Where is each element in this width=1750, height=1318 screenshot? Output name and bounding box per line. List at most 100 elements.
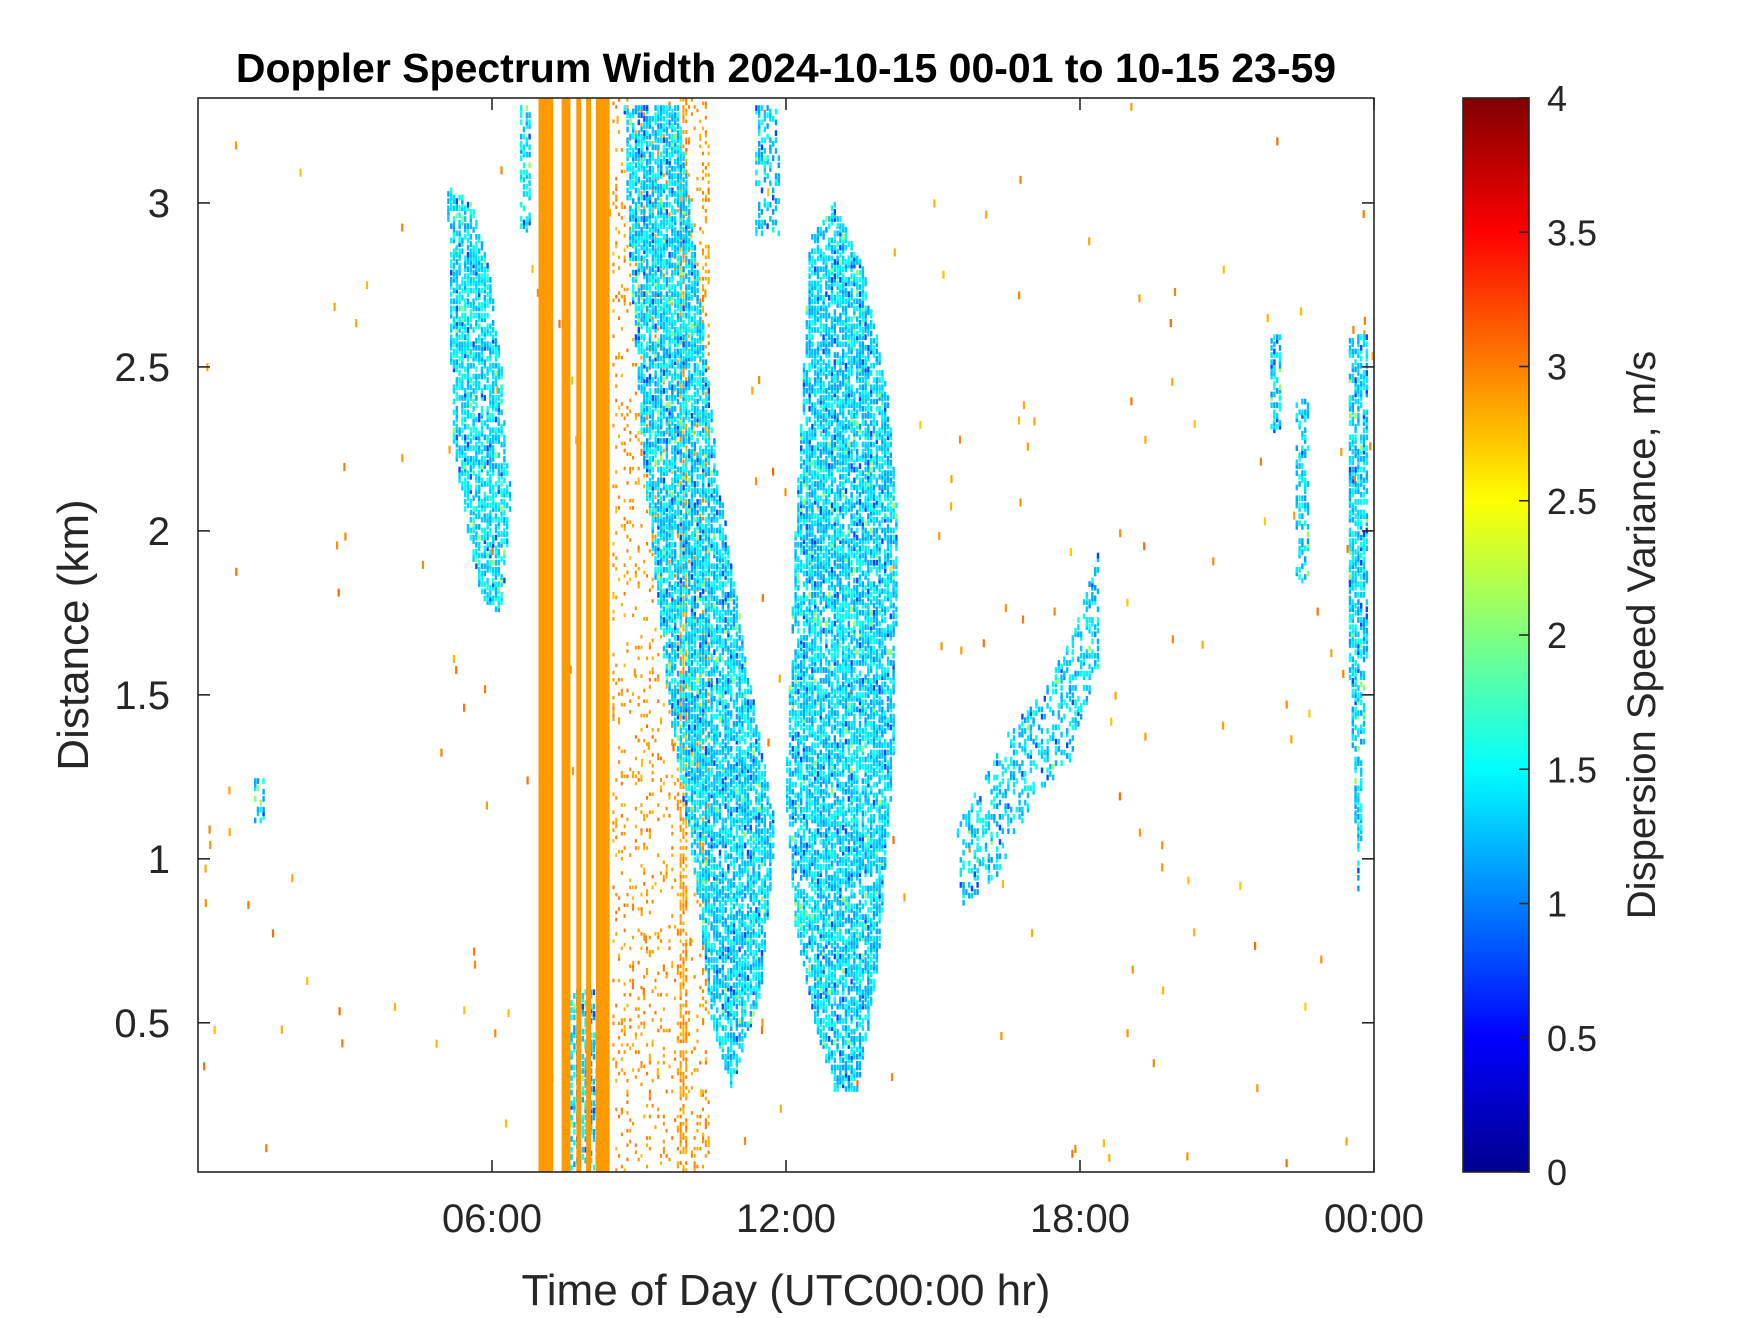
echo-cell <box>674 584 677 591</box>
scatter-cell <box>707 1114 710 1119</box>
noise-cell <box>291 874 294 883</box>
scatter-cell <box>634 130 637 134</box>
scatter-cell <box>612 717 615 721</box>
scatter-cell <box>634 1075 637 1079</box>
echo-cell <box>494 513 498 520</box>
scatter-cell <box>623 914 626 918</box>
echo-cell <box>648 441 652 448</box>
echo-cell <box>455 273 458 280</box>
echo-cell <box>461 427 464 434</box>
echo-cell <box>674 337 677 344</box>
echo-cell <box>679 280 682 287</box>
scatter-cell <box>707 1139 710 1144</box>
scatter-cell <box>643 814 646 818</box>
echo-cell <box>648 463 652 469</box>
echo-cell <box>450 352 453 358</box>
echo-cell <box>637 176 640 183</box>
scatter-cell <box>632 907 635 911</box>
echo-cell <box>508 495 512 502</box>
echo-cell <box>480 534 484 541</box>
echo-cell <box>634 237 638 244</box>
echo-cell <box>676 527 680 534</box>
echo-cell <box>475 323 478 330</box>
echo-cell <box>662 520 666 527</box>
echo-cell <box>500 491 503 498</box>
echo-cell <box>452 251 456 258</box>
echo-cell <box>469 502 472 509</box>
echo-cell <box>640 230 643 237</box>
echo-cell <box>478 305 481 312</box>
echo-cell <box>682 312 685 319</box>
echo-cell <box>679 269 682 276</box>
noise-cell <box>355 319 358 328</box>
noise-cell <box>982 639 985 648</box>
echo-cell <box>646 169 649 176</box>
scatter-cell <box>634 645 637 650</box>
scatter-cell <box>615 413 618 417</box>
echo-cell <box>483 459 486 466</box>
echo-cell <box>623 105 626 111</box>
scatter-cell <box>682 115 685 120</box>
scatter-cell <box>707 198 710 202</box>
noise-cell <box>365 281 369 290</box>
noise-cell <box>1276 137 1279 146</box>
scatter-cell <box>679 1089 682 1094</box>
echo-cell <box>464 470 467 477</box>
echo-cell <box>629 119 632 126</box>
scatter-cell <box>679 1143 682 1147</box>
echo-cell <box>685 337 688 344</box>
echo-cell <box>665 524 668 530</box>
echo-cell <box>648 423 652 430</box>
echo-cell <box>648 287 652 294</box>
scatter-cell <box>612 269 615 274</box>
echo-cell <box>654 112 657 119</box>
scatter-cell <box>651 728 654 732</box>
echo-cell <box>688 681 691 688</box>
echo-cell <box>674 219 677 226</box>
echo-cell <box>469 377 472 383</box>
echo-cell <box>478 559 481 566</box>
echo-cell <box>688 434 691 441</box>
scatter-cell <box>640 803 643 807</box>
scatter-cell <box>685 1150 688 1155</box>
noise-cell <box>672 743 675 752</box>
scatter-cell <box>637 846 640 850</box>
echo-cell <box>690 796 694 802</box>
scatter-cell <box>651 735 654 739</box>
scatter-cell <box>620 1107 623 1112</box>
echo-cell <box>676 269 680 276</box>
echo-cell <box>657 105 660 111</box>
noise-cell <box>1353 475 1356 484</box>
echo-cell <box>640 284 643 290</box>
echo-cell <box>668 563 671 570</box>
scatter-cell <box>612 119 615 124</box>
echo-cell <box>469 277 472 283</box>
echo-cell <box>662 527 666 534</box>
echo-cell <box>682 416 685 423</box>
echo-cell <box>483 420 486 426</box>
scatter-cell <box>612 652 615 657</box>
echo-cell <box>685 799 688 806</box>
echo-cell <box>688 209 691 215</box>
echo-cell <box>676 312 680 319</box>
scatter-cell <box>676 1068 679 1072</box>
echo-cell <box>688 670 691 677</box>
echo-cell <box>676 330 680 337</box>
echo-cell <box>660 513 663 520</box>
scatter-cell <box>707 430 710 435</box>
scatter-cell <box>702 176 705 181</box>
echo-cell <box>500 388 503 394</box>
echo-cell <box>679 130 682 136</box>
echo-cell <box>489 481 492 487</box>
echo-cell <box>679 678 682 684</box>
echo-cell <box>657 409 660 416</box>
echo-cell <box>632 169 635 176</box>
scatter-cell <box>679 1032 682 1036</box>
echo-cell <box>486 434 489 441</box>
echo-cell <box>665 541 668 548</box>
echo-cell <box>646 133 649 140</box>
echo-cell <box>665 545 668 552</box>
echo-cell <box>475 241 478 247</box>
echo-cell <box>657 209 660 215</box>
echo-cell <box>682 441 685 448</box>
